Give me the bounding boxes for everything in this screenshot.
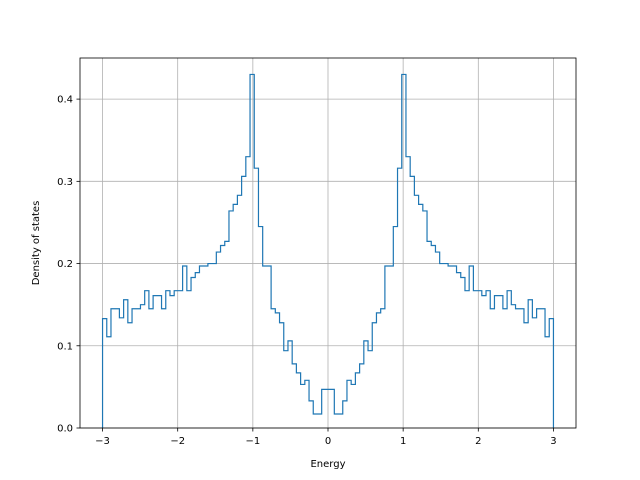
y-tick-label: 0.1 [57,341,73,352]
axis-ticks: −3 −2 −1 0 1 2 3 0.0 0.1 0.2 0.3 0.4 [57,95,557,447]
grid-lines [80,58,576,429]
x-tick-label: −3 [95,436,110,447]
x-tick-label: −2 [170,436,185,447]
x-tick-label: 0 [325,436,331,447]
y-tick-label: 0.2 [57,259,73,270]
plot-area [101,73,555,428]
y-tick-label: 0.3 [57,177,73,188]
x-axis-label: Energy [310,459,345,470]
y-tick-label: 0.4 [57,95,73,106]
x-tick-label: 3 [550,436,556,447]
x-tick-label: 2 [475,436,481,447]
x-tick-label: −1 [245,436,260,447]
y-axis-label: Density of states [31,201,42,286]
y-tick-label: 0.0 [57,424,73,435]
x-tick-label: 1 [400,436,406,447]
dos-step-series [101,73,555,428]
